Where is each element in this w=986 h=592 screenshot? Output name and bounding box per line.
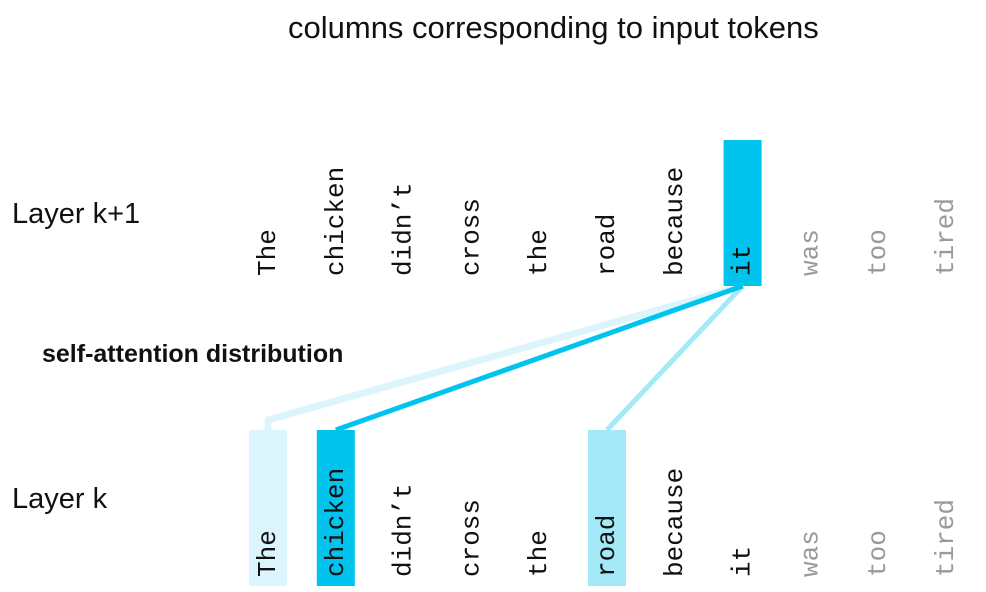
upper-token-10: tired — [931, 198, 961, 276]
upper-token-0: The — [253, 229, 283, 276]
upper-token-9: too — [863, 229, 893, 276]
lower-token-3: cross — [456, 499, 486, 577]
upper-token-2: didn’t — [389, 182, 419, 276]
lower-highlight-1 — [316, 430, 355, 586]
attention-links — [264, 282, 745, 433]
lower-token-9: too — [863, 530, 893, 577]
lower-token-7: it — [728, 546, 758, 577]
layer-k-label: Layer k — [12, 483, 108, 515]
upper-token-7: it — [728, 245, 758, 276]
lower-token-8: was — [795, 530, 825, 577]
lower-token-4: the — [524, 530, 554, 577]
upper-token-1: chicken — [321, 167, 351, 276]
lower-token-0: The — [253, 530, 283, 577]
attention-link-7-to-0 — [264, 282, 744, 430]
lower-highlight-0 — [249, 430, 287, 586]
lower-token-5: road — [592, 515, 622, 577]
upper-token-3: cross — [456, 198, 486, 276]
layer-k-plus-1-label: Layer k+1 — [12, 198, 141, 230]
lower-token-10: tired — [931, 499, 961, 577]
self-attention-label: self-attention distribution — [42, 340, 344, 368]
diagram-title: columns corresponding to input tokens — [288, 10, 819, 45]
attention-link-7-to-5 — [605, 284, 745, 432]
upper-token-4: the — [524, 229, 554, 276]
upper-token-6: because — [660, 167, 690, 276]
upper-token-row: The chicken didn’t cross the road because it was… — [253, 140, 961, 286]
lower-token-6: because — [660, 468, 690, 577]
upper-token-5: road — [592, 214, 622, 276]
lower-highlight-5 — [588, 430, 626, 586]
lower-token-2: didn’t — [389, 483, 419, 577]
upper-highlight-7 — [723, 140, 762, 286]
upper-token-8: was — [795, 229, 825, 276]
lower-token-row: The chicken didn’t cross the road because it was… — [249, 430, 961, 586]
lower-token-1: chicken — [321, 468, 351, 577]
attention-link-7-to-1 — [334, 283, 744, 433]
